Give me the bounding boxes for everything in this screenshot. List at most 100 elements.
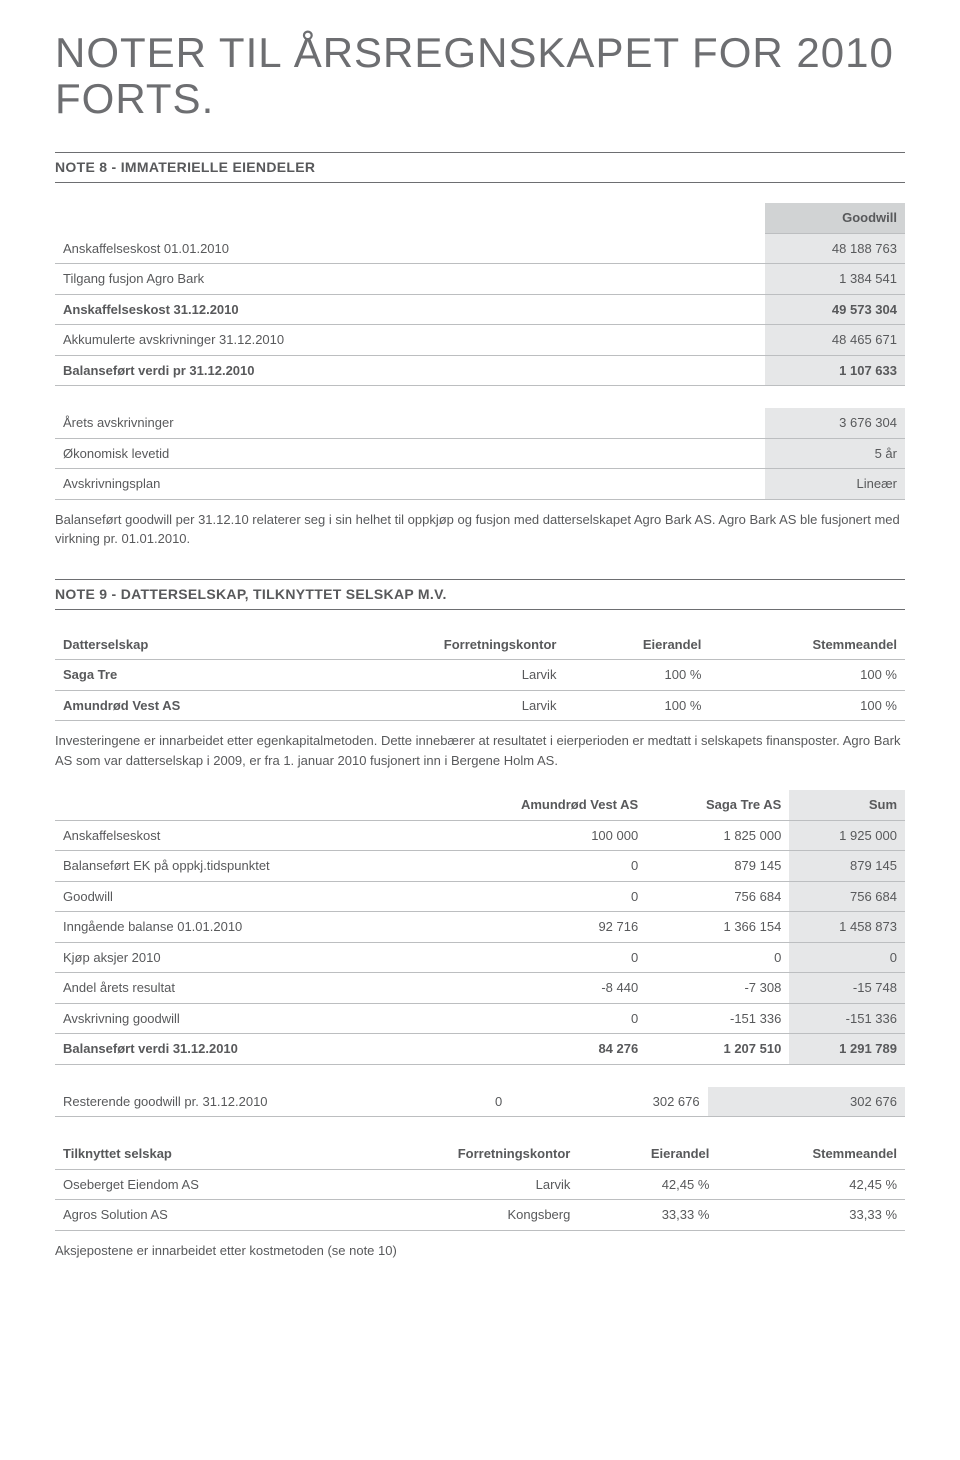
- page-title: NOTER TIL ÅRSREGNSKAPET FOR 2010 FORTS.: [55, 30, 905, 122]
- assoc-own: 42,45 %: [578, 1169, 717, 1200]
- subs-vote: 100 %: [709, 660, 905, 691]
- subs-own: 100 %: [564, 690, 709, 721]
- rest-goodwill-table: Resterende goodwill pr. 31.12.2010 0 302…: [55, 1087, 905, 1118]
- row-value: 1 384 541: [765, 264, 905, 295]
- inv-c1: 0: [438, 1003, 647, 1034]
- subsidiaries-table: Datterselskap Forretningskontor Eierande…: [55, 630, 905, 722]
- inv-c1: -8 440: [438, 973, 647, 1004]
- inv-sum: 0: [789, 942, 905, 973]
- assoc-vote: 33,33 %: [717, 1200, 905, 1231]
- assoc-hdr-office: Forretningskontor: [338, 1139, 578, 1169]
- inv-label: Avskrivning goodwill: [55, 1003, 438, 1034]
- note9-text2: Aksjepostene er innarbeidet etter kostme…: [55, 1241, 905, 1261]
- table-row: Anskaffelseskost 31.12.2010 49 573 304: [55, 294, 905, 325]
- row-label: Anskaffelseskost 31.12.2010: [55, 294, 765, 325]
- note9-heading: NOTE 9 - DATTERSELSKAP, TILKNYTTET SELSK…: [55, 579, 905, 610]
- inv-label: Balanseført verdi 31.12.2010: [55, 1034, 438, 1065]
- inv-c1: 0: [438, 942, 647, 973]
- inv-sum: 879 145: [789, 851, 905, 882]
- inv-c2: 0: [646, 942, 789, 973]
- note8-table2: Årets avskrivninger 3 676 304Økonomisk l…: [55, 408, 905, 500]
- table-row: Akkumulerte avskrivninger 31.12.2010 48 …: [55, 325, 905, 356]
- inv-hdr-sum: Sum: [789, 790, 905, 820]
- row-value: 3 676 304: [765, 408, 905, 438]
- table-row: Tilgang fusjon Agro Bark 1 384 541: [55, 264, 905, 295]
- goodwill-col-header: Goodwill: [765, 203, 905, 233]
- subs-hdr-office: Forretningskontor: [314, 630, 564, 660]
- assoc-hdr-vote: Stemmeandel: [717, 1139, 905, 1169]
- inv-c1: 100 000: [438, 820, 647, 851]
- inv-label: Goodwill: [55, 881, 438, 912]
- table-row: Balanseført EK på oppkj.tidspunktet 0 87…: [55, 851, 905, 882]
- inv-c2: 756 684: [646, 881, 789, 912]
- subs-hdr-vote: Stemmeandel: [709, 630, 905, 660]
- inv-c2: 1 207 510: [646, 1034, 789, 1065]
- associated-table: Tilknyttet selskap Forretningskontor Eie…: [55, 1139, 905, 1231]
- inv-c2: -7 308: [646, 973, 789, 1004]
- table-row: Balanseført verdi pr 31.12.2010 1 107 63…: [55, 355, 905, 386]
- row-value: 48 188 763: [765, 233, 905, 264]
- table-row: Avskrivningsplan Lineær: [55, 469, 905, 500]
- investment-table: Amundrød Vest AS Saga Tre AS Sum Anskaff…: [55, 790, 905, 1065]
- rest-gw-c2: 302 676: [510, 1087, 707, 1117]
- table-row: Amundrød Vest AS Larvik 100 % 100 %: [55, 690, 905, 721]
- row-value: 49 573 304: [765, 294, 905, 325]
- inv-label: Kjøp aksjer 2010: [55, 942, 438, 973]
- subs-office: Larvik: [314, 660, 564, 691]
- note8-table1: Goodwill Anskaffelseskost 01.01.2010 48 …: [55, 203, 905, 386]
- inv-c2: 879 145: [646, 851, 789, 882]
- inv-c2: 1 366 154: [646, 912, 789, 943]
- table-row: Agros Solution AS Kongsberg 33,33 % 33,3…: [55, 1200, 905, 1231]
- inv-label: Balanseført EK på oppkj.tidspunktet: [55, 851, 438, 882]
- inv-sum: -15 748: [789, 973, 905, 1004]
- assoc-hdr-name: Tilknyttet selskap: [55, 1139, 338, 1169]
- inv-c1: 92 716: [438, 912, 647, 943]
- table-row: Goodwill 0 756 684 756 684: [55, 881, 905, 912]
- inv-sum: 756 684: [789, 881, 905, 912]
- row-value: 1 107 633: [765, 355, 905, 386]
- table-row: Oseberget Eiendom AS Larvik 42,45 % 42,4…: [55, 1169, 905, 1200]
- subs-office: Larvik: [314, 690, 564, 721]
- assoc-office: Kongsberg: [338, 1200, 578, 1231]
- assoc-vote: 42,45 %: [717, 1169, 905, 1200]
- inv-sum: -151 336: [789, 1003, 905, 1034]
- row-label: Akkumulerte avskrivninger 31.12.2010: [55, 325, 765, 356]
- note9-text1: Investeringene er innarbeidet etter egen…: [55, 731, 905, 770]
- inv-c2: -151 336: [646, 1003, 789, 1034]
- table-row: Årets avskrivninger 3 676 304: [55, 408, 905, 438]
- row-label: Anskaffelseskost 01.01.2010: [55, 233, 765, 264]
- inv-sum: 1 458 873: [789, 912, 905, 943]
- inv-c1: 0: [438, 881, 647, 912]
- subs-name: Saga Tre: [55, 660, 314, 691]
- rest-gw-sum: 302 676: [708, 1087, 905, 1117]
- note8-heading: NOTE 8 - IMMATERIELLE EIENDELER: [55, 152, 905, 183]
- inv-hdr-c2: Saga Tre AS: [646, 790, 789, 820]
- row-label: Balanseført verdi pr 31.12.2010: [55, 355, 765, 386]
- inv-hdr-c1: Amundrød Vest AS: [438, 790, 647, 820]
- inv-label: Anskaffelseskost: [55, 820, 438, 851]
- table-row: Anskaffelseskost 01.01.2010 48 188 763: [55, 233, 905, 264]
- subs-vote: 100 %: [709, 690, 905, 721]
- subs-name: Amundrød Vest AS: [55, 690, 314, 721]
- inv-sum: 1 925 000: [789, 820, 905, 851]
- assoc-name: Agros Solution AS: [55, 1200, 338, 1231]
- table-row: Andel årets resultat -8 440 -7 308 -15 7…: [55, 973, 905, 1004]
- inv-c1: 0: [438, 851, 647, 882]
- row-label: Økonomisk levetid: [55, 438, 765, 469]
- table-row: Inngående balanse 01.01.2010 92 716 1 36…: [55, 912, 905, 943]
- row-value: 48 465 671: [765, 325, 905, 356]
- table-row: Økonomisk levetid 5 år: [55, 438, 905, 469]
- subs-hdr-name: Datterselskap: [55, 630, 314, 660]
- assoc-hdr-own: Eierandel: [578, 1139, 717, 1169]
- assoc-own: 33,33 %: [578, 1200, 717, 1231]
- assoc-name: Oseberget Eiendom AS: [55, 1169, 338, 1200]
- inv-sum: 1 291 789: [789, 1034, 905, 1065]
- table-row: Kjøp aksjer 2010 0 0 0: [55, 942, 905, 973]
- note8-text: Balanseført goodwill per 31.12.10 relate…: [55, 510, 905, 549]
- row-label: Tilgang fusjon Agro Bark: [55, 264, 765, 295]
- subs-hdr-own: Eierandel: [564, 630, 709, 660]
- row-value: 5 år: [765, 438, 905, 469]
- inv-c2: 1 825 000: [646, 820, 789, 851]
- table-row: Avskrivning goodwill 0 -151 336 -151 336: [55, 1003, 905, 1034]
- row-label: Årets avskrivninger: [55, 408, 765, 438]
